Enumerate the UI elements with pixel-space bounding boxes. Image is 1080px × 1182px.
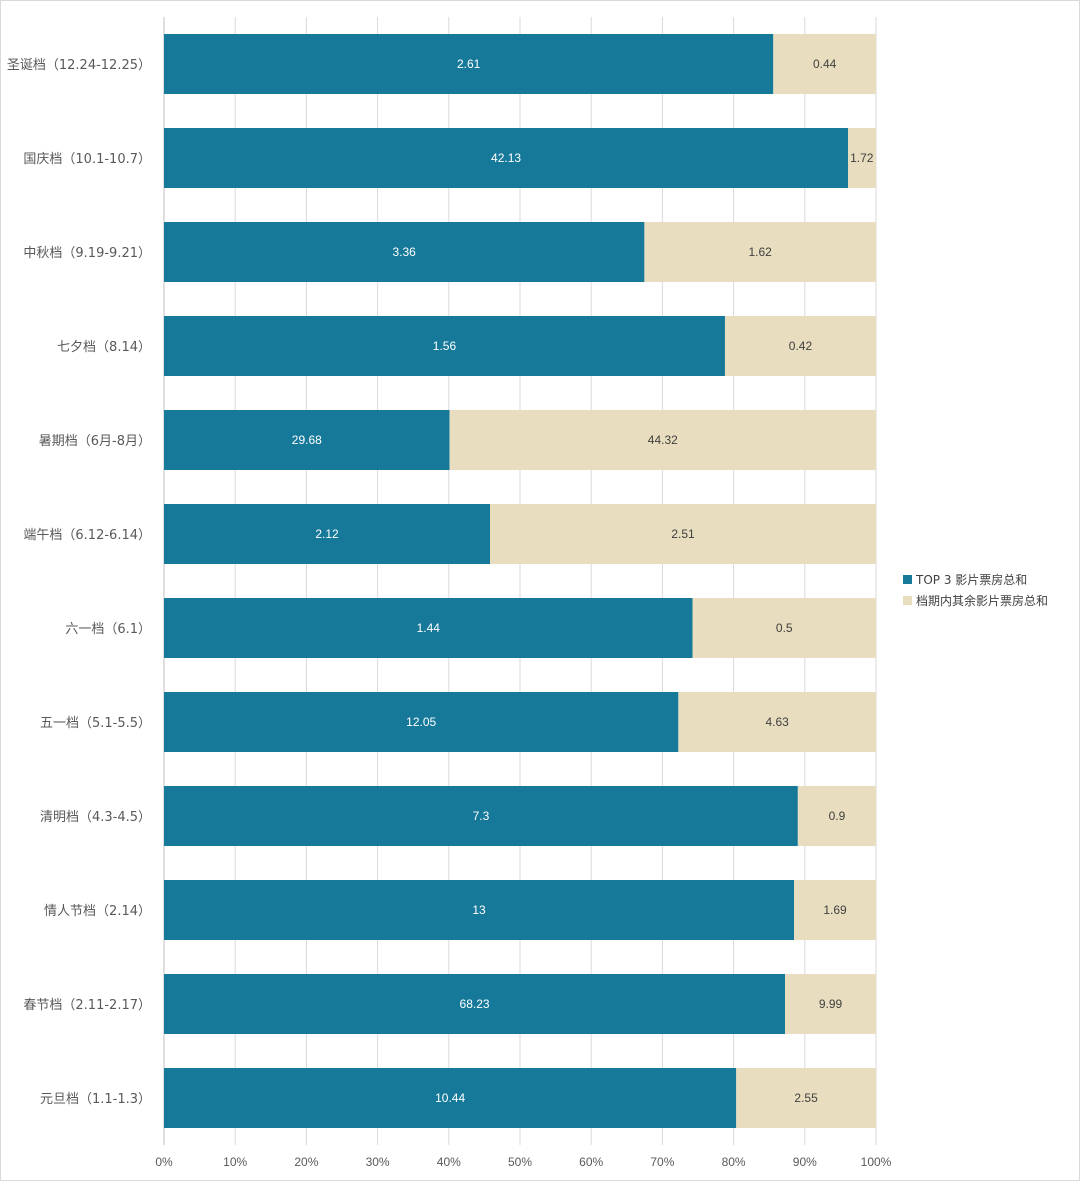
data-label-top3: 2.61 — [457, 57, 481, 71]
category-label: 五一档（5.1-5.5） — [40, 716, 151, 731]
bar-rest — [794, 880, 876, 940]
bar-top3 — [164, 128, 849, 188]
legend-swatch — [903, 575, 912, 584]
x-tick-label: 0% — [155, 1155, 173, 1169]
data-label-rest: 0.5 — [776, 621, 793, 635]
x-tick-label: 80% — [722, 1155, 746, 1169]
category-label: 圣诞档（12.24-12.25） — [7, 58, 151, 73]
x-tick-label: 70% — [650, 1155, 674, 1169]
category-label: 情人节档（2.14） — [44, 904, 151, 919]
x-tick-label: 30% — [366, 1155, 390, 1169]
category-label: 中秋档（9.19-9.21） — [23, 246, 151, 261]
bars — [164, 34, 876, 1128]
gridlines — [163, 17, 877, 1145]
bar-rest — [678, 692, 876, 752]
data-label-rest: 0.42 — [789, 339, 813, 353]
bar-top3 — [164, 504, 491, 564]
bar-rest — [785, 974, 876, 1034]
category-label: 国庆档（10.1-10.7） — [23, 152, 151, 167]
data-label-top3: 42.13 — [491, 151, 521, 165]
category-label: 六一档（6.1） — [65, 622, 151, 637]
x-tick-label: 60% — [579, 1155, 603, 1169]
bar-rest — [773, 34, 876, 94]
data-label-rest: 1.72 — [850, 151, 874, 165]
data-label-top3: 3.36 — [393, 245, 417, 259]
category-labels: 圣诞档（12.24-12.25） 国庆档（10.1-10.7） 中秋档（9.19-9… — [7, 58, 151, 1107]
legend-label: 档期内其余影片票房总和 — [916, 593, 1048, 608]
data-label-top3: 7.3 — [473, 809, 490, 823]
data-label-top3: 1.44 — [417, 621, 441, 635]
category-label: 元旦档（1.1-1.3） — [40, 1092, 151, 1107]
bar-top3 — [164, 316, 725, 376]
bar-top3 — [164, 692, 679, 752]
bar-top3 — [164, 410, 450, 470]
data-label-rest: 4.63 — [766, 715, 790, 729]
data-label-top3: 12.05 — [406, 715, 436, 729]
category-label: 春节档（2.11-2.17） — [23, 998, 151, 1013]
x-tick-label: 10% — [223, 1155, 247, 1169]
bar-rest — [724, 316, 876, 376]
bar-rest — [449, 410, 876, 470]
x-tick-label: 100% — [861, 1155, 892, 1169]
category-label: 清明档（4.3-4.5） — [40, 810, 151, 825]
data-label-rest: 2.55 — [794, 1091, 818, 1105]
bar-top3 — [164, 880, 795, 940]
legend-swatch — [903, 596, 912, 605]
x-axis-ticks: 0% 10% 20% 30% 40% 50% 60% 70% 80% 90% 100% — [155, 1155, 891, 1169]
data-label-top3: 13 — [472, 903, 486, 917]
bar-rest — [797, 786, 876, 846]
data-label-top3: 2.12 — [315, 527, 339, 541]
category-label: 端午档（6.12-6.14） — [23, 528, 151, 543]
data-label-rest: 9.99 — [819, 997, 843, 1011]
bar-rest — [848, 128, 876, 188]
bar-rest — [644, 222, 876, 282]
bar-rest — [692, 598, 876, 658]
bar-top3 — [164, 222, 645, 282]
data-label-rest: 2.51 — [671, 527, 695, 541]
data-label-top3: 1.56 — [433, 339, 457, 353]
bar-top3 — [164, 974, 786, 1034]
bar-top3 — [164, 34, 774, 94]
bar-rest — [736, 1068, 876, 1128]
bar-rest — [490, 504, 876, 564]
data-label-rest: 1.69 — [823, 903, 847, 917]
bar-top3 — [164, 786, 798, 846]
bar-top3 — [164, 598, 693, 658]
x-tick-label: 40% — [437, 1155, 461, 1169]
legend-label: TOP 3 影片票房总和 — [915, 572, 1027, 587]
data-label-top3: 29.68 — [292, 433, 322, 447]
data-labels: 2.61 0.44 42.13 1.72 3.36 1.62 1.56 0.42 29.68 44… — [292, 57, 874, 1105]
data-label-rest: 0.44 — [813, 57, 837, 71]
data-label-rest: 0.9 — [829, 809, 846, 823]
category-label: 暑期档（6月-8月） — [39, 434, 151, 449]
x-tick-label: 90% — [793, 1155, 817, 1169]
data-label-rest: 44.32 — [648, 433, 678, 447]
data-label-top3: 10.44 — [435, 1091, 465, 1105]
data-label-rest: 1.62 — [749, 245, 773, 259]
bar-top3 — [164, 1068, 737, 1128]
x-tick-label: 20% — [294, 1155, 318, 1169]
x-tick-label: 50% — [508, 1155, 532, 1169]
category-label: 七夕档（8.14） — [57, 340, 151, 355]
data-label-top3: 68.23 — [460, 997, 490, 1011]
